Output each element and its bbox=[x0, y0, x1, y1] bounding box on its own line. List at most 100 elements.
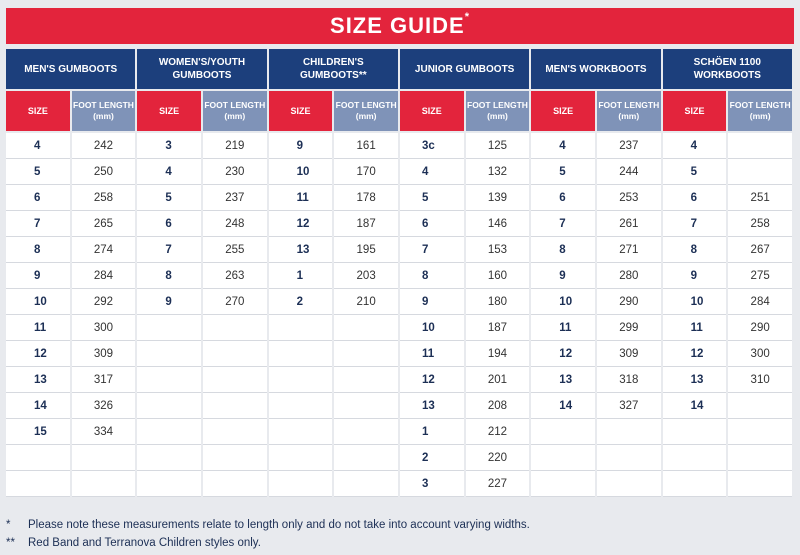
foot-length-cell: 318 bbox=[596, 367, 661, 393]
group-header-row: MEN'S GUMBOOTS WOMEN'S/YOUTH GUMBOOTS CHILD… bbox=[6, 49, 792, 91]
foot-length-label: FOOT LENGTH bbox=[467, 100, 528, 110]
foot-length-cell: 292 bbox=[71, 289, 136, 315]
size-cell: 5 bbox=[137, 185, 201, 211]
foot-length-cell bbox=[334, 315, 398, 341]
foot-length-cell: 327 bbox=[596, 393, 661, 419]
foot-length-unit: (mm) bbox=[618, 111, 640, 121]
foot-length-cell bbox=[728, 133, 792, 159]
foot-length-cell: 274 bbox=[71, 237, 136, 263]
group-header-line1: SCHÖEN 1100 bbox=[693, 57, 761, 68]
size-cell: 14 bbox=[662, 393, 727, 419]
footnote-mark: ** bbox=[6, 537, 15, 549]
size-cell: 9 bbox=[6, 263, 70, 289]
size-cell: 6 bbox=[399, 211, 464, 237]
foot-length-cell: 255 bbox=[202, 237, 267, 263]
size-cell: 9 bbox=[268, 133, 333, 159]
group-header: JUNIOR GUMBOOTS bbox=[399, 49, 530, 91]
footnote-mark: * bbox=[6, 519, 11, 531]
foot-length-cell bbox=[202, 341, 267, 367]
foot-length-cell: 253 bbox=[596, 185, 661, 211]
foot-length-header: FOOT LENGTH (mm) bbox=[465, 91, 530, 133]
size-cell: 10 bbox=[399, 315, 464, 341]
size-cell: 12 bbox=[268, 211, 333, 237]
size-cell: 2 bbox=[399, 445, 464, 471]
foot-length-cell: 326 bbox=[71, 393, 136, 419]
size-cell: 10 bbox=[6, 289, 70, 315]
foot-length-unit: (mm) bbox=[487, 111, 508, 121]
foot-length-cell: 258 bbox=[728, 211, 792, 237]
foot-length-cell: 227 bbox=[465, 471, 530, 497]
foot-length-cell: 132 bbox=[465, 159, 530, 185]
size-cell: 10 bbox=[531, 289, 595, 315]
size-header: SIZE bbox=[268, 91, 333, 133]
size-cell: 6 bbox=[6, 185, 70, 211]
size-cell: 11 bbox=[531, 315, 595, 341]
foot-length-cell bbox=[71, 471, 136, 497]
foot-length-label: FOOT LENGTH bbox=[204, 100, 266, 110]
size-cell: 3 bbox=[137, 133, 201, 159]
size-cell bbox=[268, 393, 333, 419]
size-header: SIZE bbox=[399, 91, 464, 133]
foot-length-cell: 161 bbox=[334, 133, 398, 159]
foot-length-cell bbox=[202, 367, 267, 393]
size-cell bbox=[6, 471, 70, 497]
foot-length-cell: 210 bbox=[334, 289, 398, 315]
foot-length-cell bbox=[596, 445, 661, 471]
table-row: 4 242 3 219 9 161 3c 125 4 237 4 bbox=[6, 133, 792, 159]
foot-length-header: FOOT LENGTH (mm) bbox=[202, 91, 267, 133]
group-header-line1: WOMEN'S/YOUTH bbox=[158, 57, 246, 68]
foot-length-unit: (mm) bbox=[93, 111, 114, 121]
group-header-line2: GUMBOOTS bbox=[172, 70, 232, 81]
foot-length-cell: 212 bbox=[465, 419, 530, 445]
size-cell bbox=[662, 445, 727, 471]
size-cell: 13 bbox=[268, 237, 333, 263]
size-cell: 3c bbox=[399, 133, 464, 159]
size-cell: 11 bbox=[268, 185, 333, 211]
size-cell: 11 bbox=[399, 341, 464, 367]
foot-length-label: FOOT LENGTH bbox=[73, 100, 134, 110]
foot-length-cell bbox=[202, 393, 267, 419]
foot-length-cell: 244 bbox=[596, 159, 661, 185]
size-cell: 5 bbox=[6, 159, 70, 185]
size-header: SIZE bbox=[531, 91, 595, 133]
size-cell: 9 bbox=[662, 263, 727, 289]
foot-length-cell bbox=[728, 445, 792, 471]
footnote-text: Please note these measurements relate to… bbox=[28, 519, 530, 531]
foot-length-cell: 153 bbox=[465, 237, 530, 263]
size-cell bbox=[662, 471, 727, 497]
foot-length-cell: 220 bbox=[465, 445, 530, 471]
group-header-line1: MEN'S WORKBOOTS bbox=[545, 63, 647, 75]
size-header: SIZE bbox=[137, 91, 201, 133]
foot-length-cell bbox=[202, 419, 267, 445]
size-cell bbox=[531, 419, 595, 445]
foot-length-cell: 275 bbox=[728, 263, 792, 289]
size-guide-table: MEN'S GUMBOOTS WOMEN'S/YOUTH GUMBOOTS CHILD… bbox=[4, 49, 794, 497]
foot-length-cell: 237 bbox=[596, 133, 661, 159]
foot-length-cell: 300 bbox=[728, 341, 792, 367]
foot-length-cell: 146 bbox=[465, 211, 530, 237]
footnote-1: * Please note these measurements relate t… bbox=[6, 519, 530, 531]
foot-length-cell: 270 bbox=[202, 289, 267, 315]
table-row: 5 250 4 230 10 170 4 132 5 244 5 bbox=[6, 159, 792, 185]
size-cell bbox=[268, 471, 333, 497]
table-row: 9 284 8 263 1 203 8 160 9 280 9 275 bbox=[6, 263, 792, 289]
foot-length-cell bbox=[202, 445, 267, 471]
size-cell bbox=[137, 471, 201, 497]
size-cell: 8 bbox=[6, 237, 70, 263]
size-cell: 7 bbox=[531, 211, 595, 237]
foot-length-cell bbox=[334, 445, 398, 471]
group-header-line2: WORKBOOTS bbox=[693, 70, 761, 81]
size-cell bbox=[268, 341, 333, 367]
size-cell: 9 bbox=[137, 289, 201, 315]
table-body: 4 242 3 219 9 161 3c 125 4 237 4 5 250 4 230 10 170 4 132 5… bbox=[6, 133, 792, 497]
foot-length-cell: 271 bbox=[596, 237, 661, 263]
group-header-line1: JUNIOR GUMBOOTS bbox=[414, 63, 515, 75]
foot-length-cell: 317 bbox=[71, 367, 136, 393]
foot-length-cell: 139 bbox=[465, 185, 530, 211]
foot-length-cell bbox=[596, 471, 661, 497]
size-cell: 8 bbox=[662, 237, 727, 263]
foot-length-header: FOOT LENGTH (mm) bbox=[334, 91, 398, 133]
table-row: 3 227 bbox=[6, 471, 792, 497]
size-cell: 4 bbox=[662, 133, 727, 159]
foot-length-cell: 208 bbox=[465, 393, 530, 419]
